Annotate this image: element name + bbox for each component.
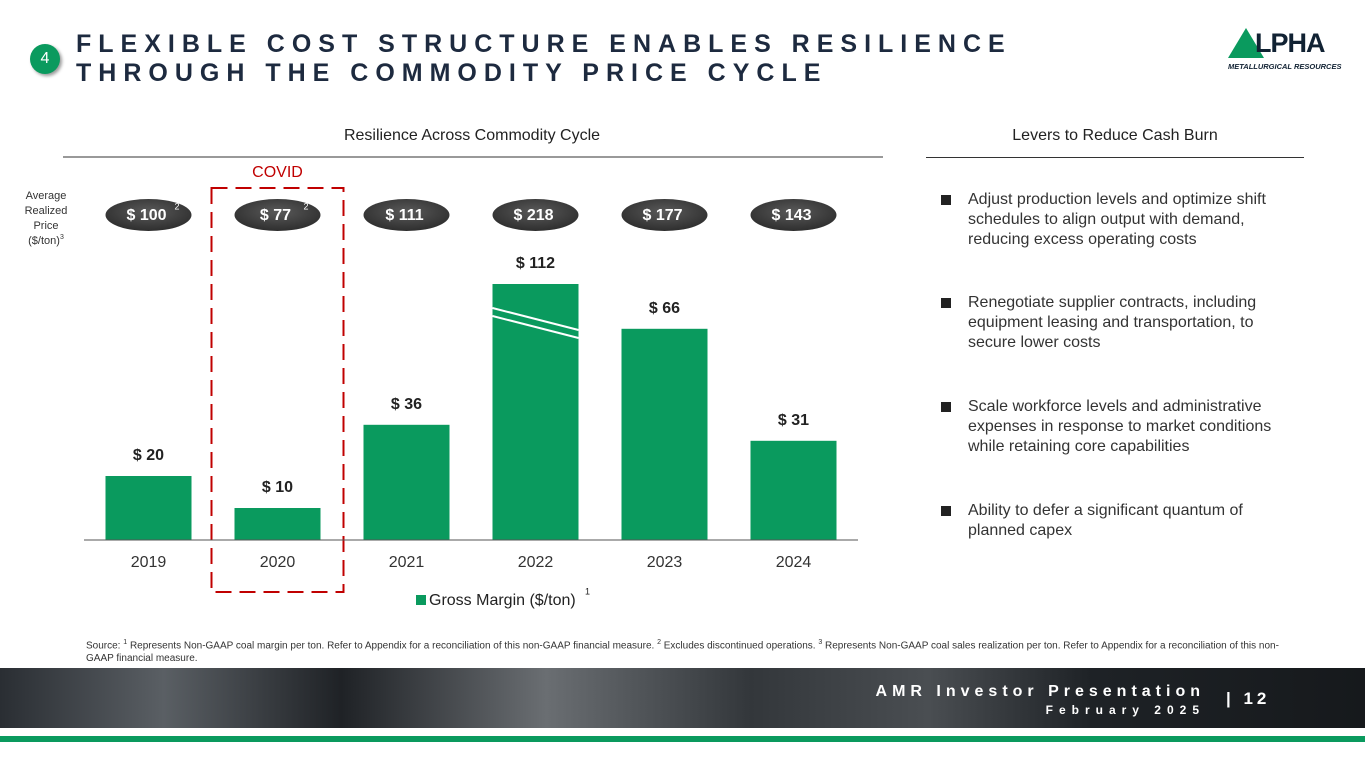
logo-tagline: METALLURGICAL RESOURCES [1228,62,1342,71]
price-note: 2 [304,201,309,211]
price-axis-label: Average Realized Price ($/ton)3 [25,190,68,247]
chart: Resilience Across Commodity Cycle Averag… [25,127,883,609]
legend-note: 1 [585,586,590,596]
source-note-marker: 1 [123,639,128,646]
footer-name: AMR Investor Presentation [875,683,1205,700]
x-tick-label: 2022 [518,554,554,571]
bar [621,328,708,540]
lever-bullet: Renegotiate supplier contracts, includin… [941,293,1288,353]
lever-bullet: Scale workforce levels and administrativ… [941,397,1288,457]
source-note-text: Excludes discontinued operations. [663,640,816,652]
annotation-box [210,187,345,593]
source-note-text: Represents Non-GAAP coal sales realizati… [86,640,1279,665]
value-label: $ 10 [262,479,293,496]
logo-mark [1228,28,1264,58]
price-axis-label-line: ($/ton) [28,235,60,247]
source-note-marker: 2 [657,639,661,646]
slide-title: FLEXIBLE COST STRUCTURE ENABLES RESILIEN… [76,30,1012,87]
value-label: $ 36 [391,396,422,413]
legend-swatch [416,595,426,605]
price-oval [621,199,708,231]
source-note: Source: 1 Represents Non-GAAP coal margi… [86,636,1286,665]
price-oval [750,199,837,231]
price-oval [105,199,192,231]
levers-title: Levers to Reduce Cash Burn [1012,127,1218,144]
x-tick-label: 2020 [260,554,296,571]
value-label: $ 112 [516,255,555,272]
price-label: $ 143 [771,207,811,224]
price-label: $ 77 [260,207,291,224]
price-axis-note: 3 [60,234,64,241]
price-axis-label-line: Price [33,220,58,232]
axis-break [492,315,579,339]
bar [492,284,579,540]
slide-number: 4 [30,44,60,74]
x-tick-label: 2023 [647,554,683,571]
bar [363,424,450,540]
x-tick-label: 2019 [131,554,167,571]
axis-break [492,307,579,331]
logo-name: LPHA [1255,28,1325,58]
price-label: $ 218 [513,207,553,224]
x-tick-label: 2021 [389,554,425,571]
source-note-marker: 3 [818,639,823,646]
price-label: $ 100 [126,207,166,224]
price-axis-label-line: Average [26,190,67,202]
price-oval [234,199,321,231]
bar [105,476,192,540]
price-oval [492,199,579,231]
footer-date: February 2025 [1045,703,1205,717]
footer-band [0,668,1365,728]
legend-label: Gross Margin ($/ton) [429,592,576,609]
x-tick-label: 2024 [776,554,812,571]
lever-bullet: Ability to defer a significant quantum o… [941,501,1288,541]
value-label: $ 31 [778,412,809,429]
value-label: $ 20 [133,447,164,464]
footer-stripe [0,736,1365,742]
price-label: $ 111 [385,207,423,224]
chart-title: Resilience Across Commodity Cycle [344,127,600,144]
price-label: $ 177 [642,207,682,224]
price-axis-label-line: Realized [25,205,68,217]
bar [750,440,837,540]
page-number: | 12 [1226,689,1271,708]
bar [234,508,321,540]
source-note-text: Source: [86,640,121,652]
lever-bullet: Adjust production levels and optimize sh… [941,190,1288,250]
annotation-label: COVID [252,164,303,181]
source-note-text: Represents Non-GAAP coal margin per ton.… [129,640,655,652]
levers-rule [926,157,1304,158]
price-oval [363,199,450,231]
value-label: $ 66 [649,300,680,317]
price-note: 2 [175,201,180,211]
